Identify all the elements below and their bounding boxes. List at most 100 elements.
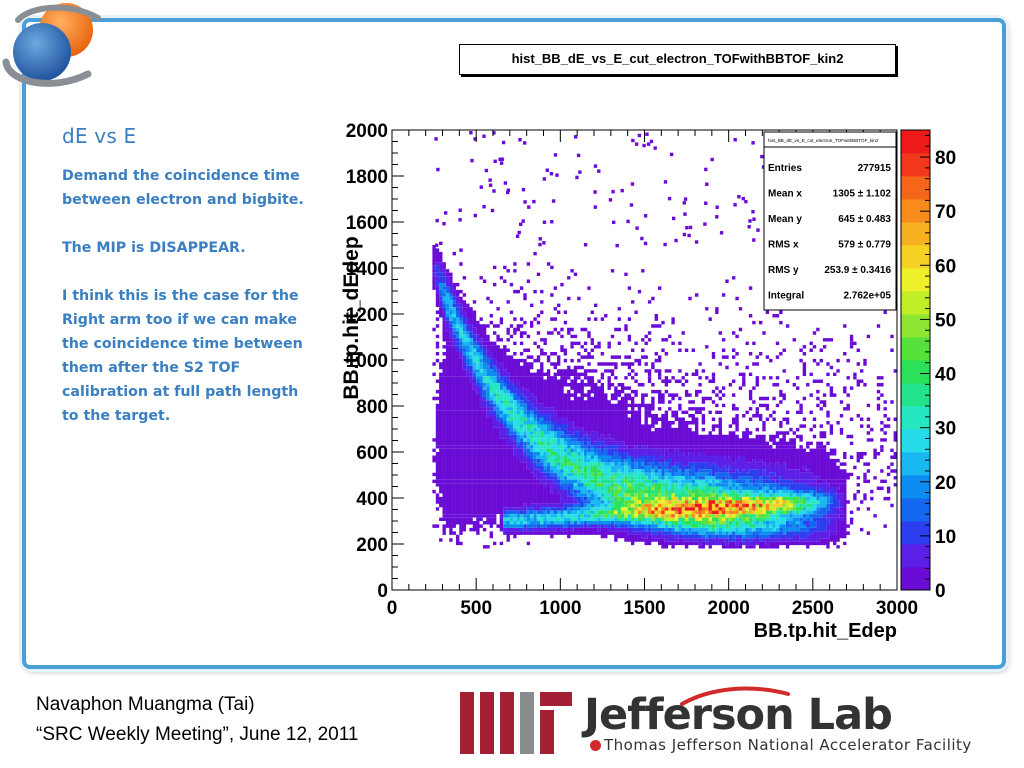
histogram-bin <box>479 185 483 189</box>
color-scale-segment <box>901 199 930 223</box>
histogram-bin <box>683 212 687 216</box>
histogram-bin <box>719 231 724 235</box>
globe-logo-icon <box>2 3 101 87</box>
x-tick-label: 1500 <box>623 598 665 619</box>
histogram-bin <box>521 187 526 192</box>
paragraph-1: Demand the coincidence time between elec… <box>62 168 304 208</box>
histogram-cells <box>432 131 897 549</box>
y-tick-label: 400 <box>356 489 388 510</box>
slide-title: dE vs E <box>62 124 137 148</box>
histogram-bin <box>482 134 486 138</box>
y-tick-label: 800 <box>356 397 388 418</box>
stats-label: Integral <box>768 291 804 302</box>
histogram-bin <box>682 232 687 237</box>
histogram-bin <box>506 188 511 192</box>
stats-label: Entries <box>768 163 802 174</box>
footer: Navaphon Muangma (Tai) “SRC Weekly Meeti… <box>36 690 358 750</box>
histogram-bin <box>747 225 751 229</box>
stats-value: 645 ± 0.483 <box>838 214 891 225</box>
y-axis-ticks: 0 200 400 600 800 1000 1200 1400 1600 1800 2000 <box>346 121 404 602</box>
mit-logo-icon <box>460 692 572 754</box>
histogram-bin <box>760 154 764 159</box>
stats-rows: Entries 277915 Mean x 1305 ± 1.102 Mean y 645… <box>768 163 891 302</box>
histogram-bin <box>517 230 521 235</box>
histogram-bin <box>593 190 597 194</box>
histogram-bin <box>553 153 558 157</box>
histogram-bin <box>637 133 642 138</box>
histogram-bin <box>542 220 547 224</box>
histogram-bin <box>688 225 693 230</box>
z-tick-label: 50 <box>935 310 956 331</box>
histogram-bin <box>538 242 542 247</box>
histogram-bin <box>694 240 699 244</box>
histogram-bin <box>682 201 686 205</box>
histogram-bin <box>550 220 554 224</box>
histogram-bin-group <box>432 262 844 546</box>
histogram-bin <box>519 222 523 227</box>
y-tick-label: 0 <box>377 581 388 602</box>
text-panel: dE vs E Demand the coincidence time betw… <box>62 124 312 452</box>
y-tick-label: 1600 <box>346 213 388 234</box>
histogram-bin-group <box>637 500 770 518</box>
z-tick-label: 70 <box>935 202 956 223</box>
histogram-bin <box>435 218 439 223</box>
histogram-bin <box>484 168 489 173</box>
histogram-bin <box>527 205 531 209</box>
histogram-bin <box>645 132 649 136</box>
histogram-bin <box>435 243 439 248</box>
histogram-bin <box>506 190 510 195</box>
histogram-bin-group <box>644 496 783 522</box>
histogram-bin <box>704 167 708 172</box>
histogram-title: hist_BB_dE_vs_E_cut_electron_TOFwithBBTO… <box>459 44 896 75</box>
histogram-bin <box>703 222 707 226</box>
histogram-bin <box>663 242 667 247</box>
histogram-bin <box>643 214 648 218</box>
color-scale-segment <box>901 153 930 177</box>
histogram-bin <box>741 196 745 201</box>
histogram-bin <box>576 153 581 158</box>
histogram-bin <box>523 200 527 204</box>
footer-meeting: “SRC Weekly Meeting”, June 12, 2011 <box>36 724 359 745</box>
histogram-bin <box>473 213 477 218</box>
histogram-bin <box>634 142 639 146</box>
x-tick-label: 3000 <box>876 598 918 619</box>
histogram-bin <box>434 137 438 141</box>
histogram-bin <box>436 167 440 172</box>
histogram-bin-group <box>459 331 820 532</box>
histogram-bin <box>500 157 504 161</box>
y-tick-label: 600 <box>356 443 388 464</box>
histogram-bin <box>748 219 752 223</box>
histogram-bin <box>493 159 497 164</box>
histogram-bin <box>672 216 676 221</box>
color-scale-segment <box>901 291 930 315</box>
histogram-bin <box>458 208 462 212</box>
histogram-bin <box>630 182 635 186</box>
stats-box-title: hist_BB_dE_vs_E_cut_electron_TOFwithBBTO… <box>768 138 879 143</box>
stats-value: 277915 <box>858 163 892 174</box>
color-scale-segment <box>901 521 930 545</box>
histogram-bin <box>631 138 635 143</box>
histogram-bin <box>542 177 547 181</box>
histogram-bin-group <box>489 386 813 532</box>
x-axis-ticks: 0 500 1000 1500 2000 2500 3000 <box>387 130 918 619</box>
histogram-bin <box>521 219 525 223</box>
histogram-bin <box>669 152 674 157</box>
histogram-bin <box>687 233 691 238</box>
histogram-bin <box>503 181 508 185</box>
histogram-bin <box>704 201 708 205</box>
histogram-bin <box>549 172 554 176</box>
stats-value: 579 ± 0.779 <box>838 240 891 251</box>
histogram-bin <box>470 158 474 163</box>
histogram-bin-group <box>567 462 803 525</box>
y-tick-label: 1800 <box>346 167 388 188</box>
histogram-bin <box>578 170 582 174</box>
color-scale-segment <box>901 314 930 338</box>
histogram-bin <box>737 195 741 199</box>
histogram-bin <box>499 161 504 165</box>
color-scale-frame <box>900 129 931 591</box>
histogram-bin-group <box>671 500 756 518</box>
histogram-bin <box>653 146 657 150</box>
z-tick-label: 0 <box>935 581 946 602</box>
stats-value: 2.762e+05 <box>843 291 891 302</box>
y-tick-label: 200 <box>356 535 388 556</box>
